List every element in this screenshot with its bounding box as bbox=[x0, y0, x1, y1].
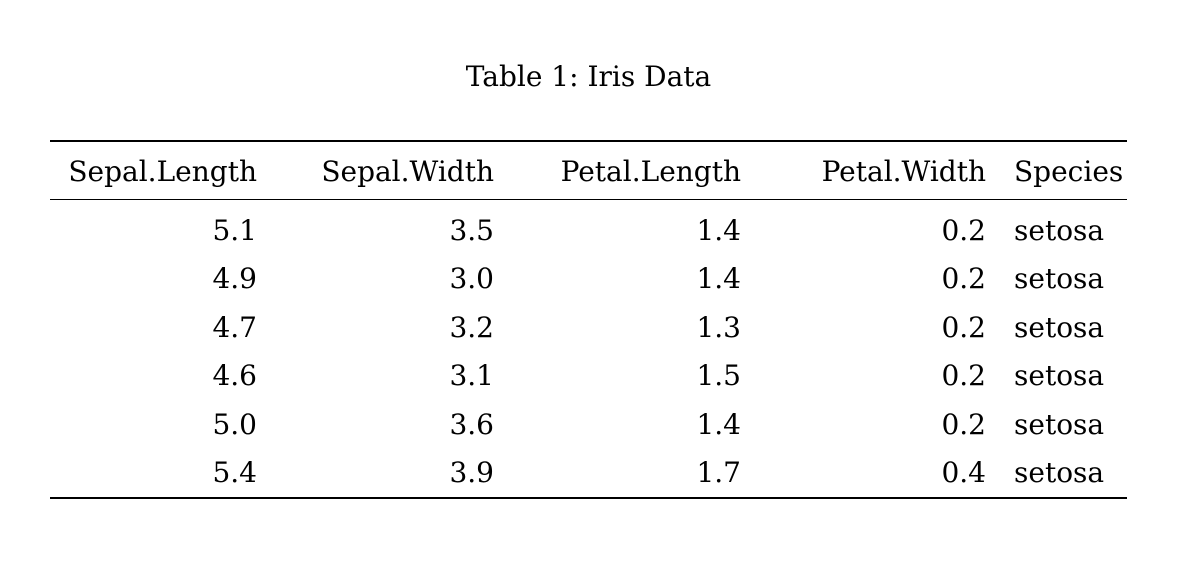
table-row: 4.9 3.0 1.4 0.2 setosa bbox=[50, 255, 1127, 304]
table-cell: 3.0 bbox=[449, 262, 494, 296]
table-row: 5.1 3.5 1.4 0.2 setosa bbox=[50, 200, 1127, 255]
column-header-species: Species bbox=[986, 141, 1127, 200]
header-row: Sepal.Length Sepal.Width Petal.Length Pe… bbox=[50, 141, 1127, 200]
table-cell: 1.3 bbox=[696, 310, 741, 344]
table-cell: 4.6 bbox=[212, 359, 257, 393]
table-cell: 5.0 bbox=[212, 407, 257, 441]
table-cell: 3.6 bbox=[449, 407, 494, 441]
table-cell: setosa bbox=[1014, 359, 1105, 393]
table-cell: 0.2 bbox=[941, 407, 986, 441]
table-cell: 5.1 bbox=[212, 213, 257, 247]
table-cell: 1.4 bbox=[696, 213, 741, 247]
table-row: 4.6 3.1 1.5 0.2 setosa bbox=[50, 352, 1127, 401]
table-cell: 5.4 bbox=[212, 456, 257, 490]
table-cell: 3.2 bbox=[449, 310, 494, 344]
table-cell: 1.5 bbox=[696, 359, 741, 393]
table-caption: Table 1: Iris Data bbox=[465, 60, 712, 93]
table-cell: 0.2 bbox=[941, 310, 986, 344]
table-cell: setosa bbox=[1014, 310, 1105, 344]
table-cell: 3.9 bbox=[449, 456, 494, 490]
table-row: 5.0 3.6 1.4 0.2 setosa bbox=[50, 400, 1127, 449]
table-cell: 0.2 bbox=[941, 262, 986, 296]
iris-data-table: Sepal.Length Sepal.Width Petal.Length Pe… bbox=[50, 140, 1127, 499]
table-cell: 3.1 bbox=[449, 359, 494, 393]
table-cell: 4.7 bbox=[212, 310, 257, 344]
table-cell: 1.7 bbox=[696, 456, 741, 490]
table-row: 5.4 3.9 1.7 0.4 setosa bbox=[50, 449, 1127, 499]
table-cell: 3.5 bbox=[449, 213, 494, 247]
table-cell: setosa bbox=[1014, 407, 1105, 441]
column-header-sepal-width: Sepal.Width bbox=[257, 141, 494, 200]
table-cell: 0.4 bbox=[941, 456, 986, 490]
table-cell: 1.4 bbox=[696, 407, 741, 441]
table-cell: 1.4 bbox=[696, 262, 741, 296]
table-cell: setosa bbox=[1014, 213, 1105, 247]
table-cell: setosa bbox=[1014, 262, 1105, 296]
table-cell: 0.2 bbox=[941, 359, 986, 393]
column-header-petal-width: Petal.Width bbox=[741, 141, 986, 200]
column-header-petal-length: Petal.Length bbox=[494, 141, 741, 200]
table-row: 4.7 3.2 1.3 0.2 setosa bbox=[50, 303, 1127, 352]
column-header-sepal-length: Sepal.Length bbox=[50, 141, 257, 200]
table-cell: 0.2 bbox=[941, 213, 986, 247]
table-cell: setosa bbox=[1014, 456, 1105, 490]
table-cell: 4.9 bbox=[212, 262, 257, 296]
